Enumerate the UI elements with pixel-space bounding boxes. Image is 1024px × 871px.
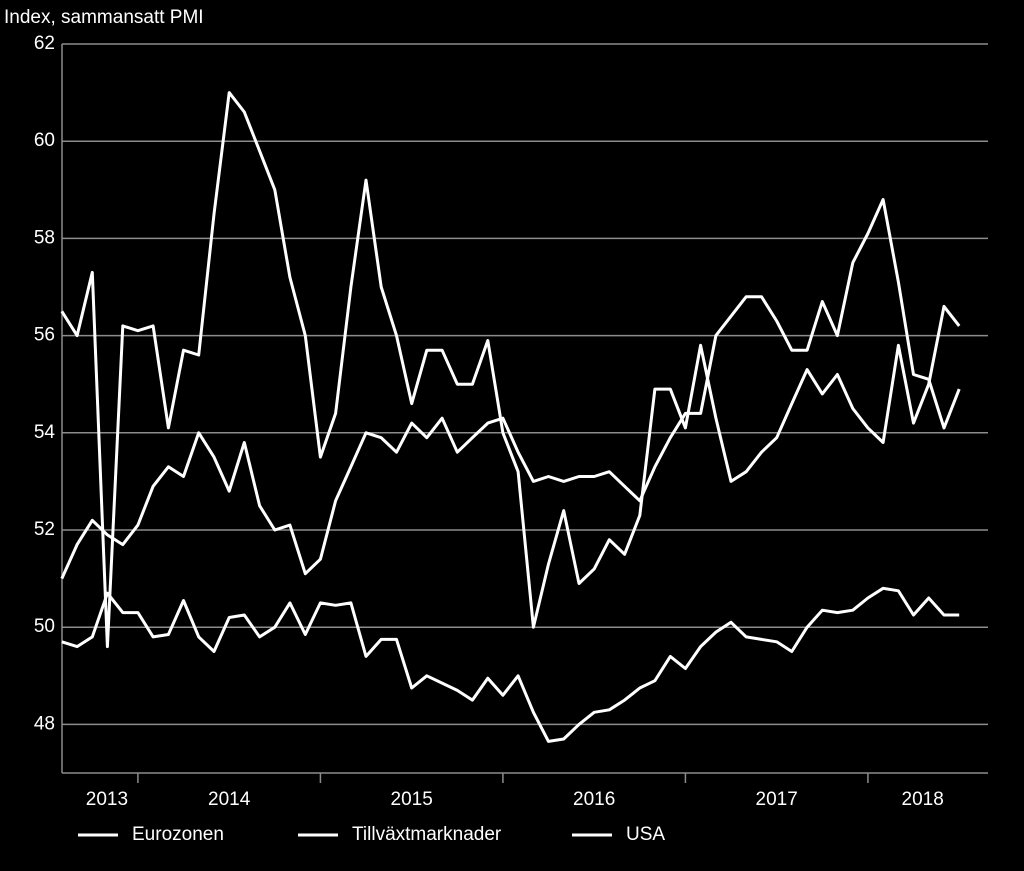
y-tick-label: 58	[34, 227, 55, 248]
chart-title: Index, sammansatt PMI	[4, 7, 204, 28]
x-tick-label: 2013	[86, 789, 128, 810]
y-tick-label: 62	[34, 33, 55, 54]
y-tick-label: 50	[34, 616, 55, 637]
y-tick-label: 54	[34, 422, 56, 443]
legend-label: Eurozonen	[132, 824, 224, 845]
series-line	[61, 586, 960, 743]
y-tick-label: 48	[34, 713, 55, 734]
x-tick-label: 2015	[391, 789, 433, 810]
y-tick-label: 52	[34, 519, 55, 540]
x-tick-label: 2018	[902, 789, 944, 810]
legend-label: Tillväxtmarknader	[352, 824, 502, 845]
x-tick-label: 2017	[756, 789, 798, 810]
series-line	[60, 91, 961, 649]
y-tick-label: 60	[34, 130, 55, 151]
y-tick-label: 56	[34, 325, 55, 346]
x-tick-label: 2016	[573, 789, 615, 810]
legend-label: USA	[626, 824, 665, 845]
series-line	[60, 198, 961, 580]
x-tick-label: 2014	[208, 789, 251, 810]
